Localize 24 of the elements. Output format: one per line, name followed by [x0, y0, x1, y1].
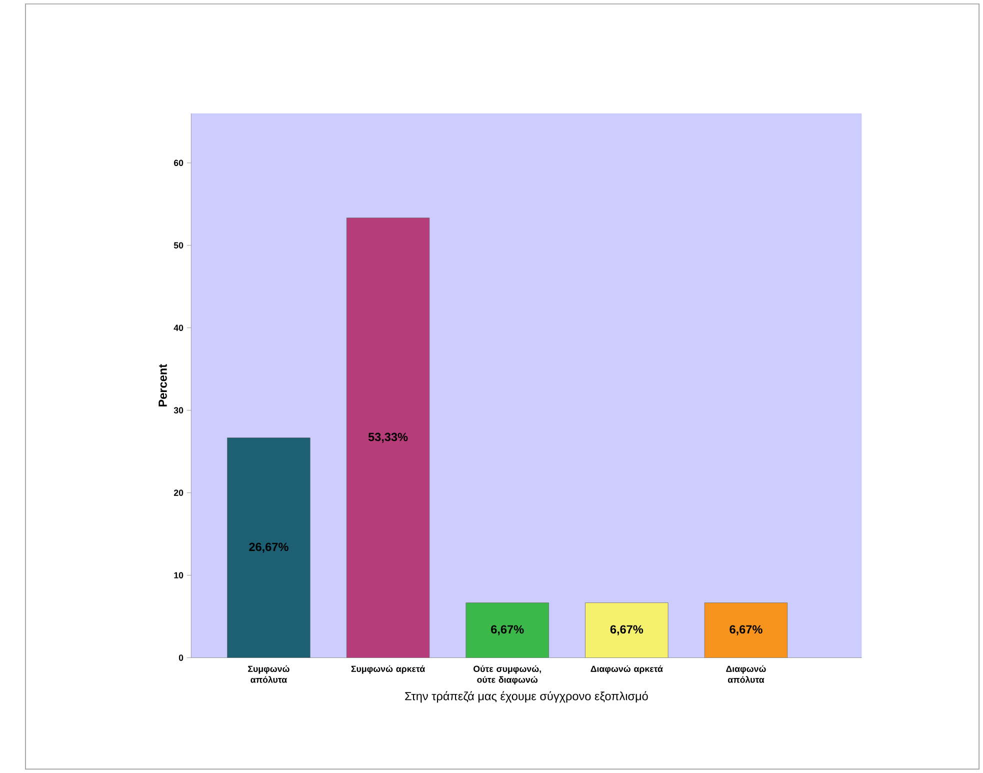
y-tick-label: 50: [174, 242, 184, 248]
bar: [585, 602, 668, 658]
y-tick-label: 20: [174, 490, 184, 496]
x-tick-label: Διαφωνώ απόλυτα: [726, 665, 766, 683]
bar: [227, 438, 310, 658]
data-label: 26,67%: [249, 542, 288, 553]
x-tick-label: Συμφωνώ απόλυτα: [248, 665, 290, 683]
y-axis-title: Percent: [158, 364, 167, 406]
data-label: 6,67%: [730, 625, 762, 636]
bar: [704, 602, 788, 658]
y-tick-label: 40: [174, 324, 184, 331]
data-label: 6,67%: [610, 625, 644, 636]
y-tick-label: 30: [174, 407, 184, 414]
x-axis-title: Στην τράπεζά μας έχουμε σύγχρονο εξοπλισμό: [405, 691, 648, 703]
data-label: 53,33%: [368, 432, 408, 443]
bar: [346, 218, 430, 658]
x-tick-label: Συμφωνώ αρκετά: [351, 665, 426, 674]
y-tick-label: 10: [174, 572, 184, 578]
x-tick-label: Διαφωνώ αρκετά: [590, 665, 663, 674]
bar: [466, 602, 549, 658]
x-tick-label: Ούτε συμφωνώ, ούτε διαφωνώ: [474, 665, 541, 684]
y-tick-label: 0: [178, 654, 184, 661]
y-tick-label: 60: [174, 160, 184, 166]
data-label: 6,67%: [491, 625, 524, 636]
